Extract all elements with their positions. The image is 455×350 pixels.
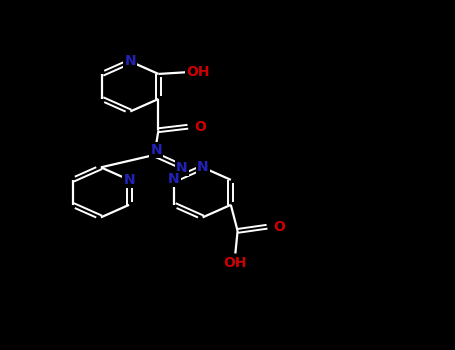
Text: N: N [197, 160, 208, 174]
Text: N: N [151, 143, 162, 157]
Text: OH: OH [187, 65, 210, 79]
Text: N: N [176, 161, 188, 175]
Text: N: N [123, 173, 135, 187]
Text: N: N [168, 172, 180, 186]
Text: O: O [195, 120, 207, 134]
Text: O: O [274, 220, 286, 234]
Text: N: N [125, 55, 136, 69]
Text: OH: OH [223, 256, 247, 270]
